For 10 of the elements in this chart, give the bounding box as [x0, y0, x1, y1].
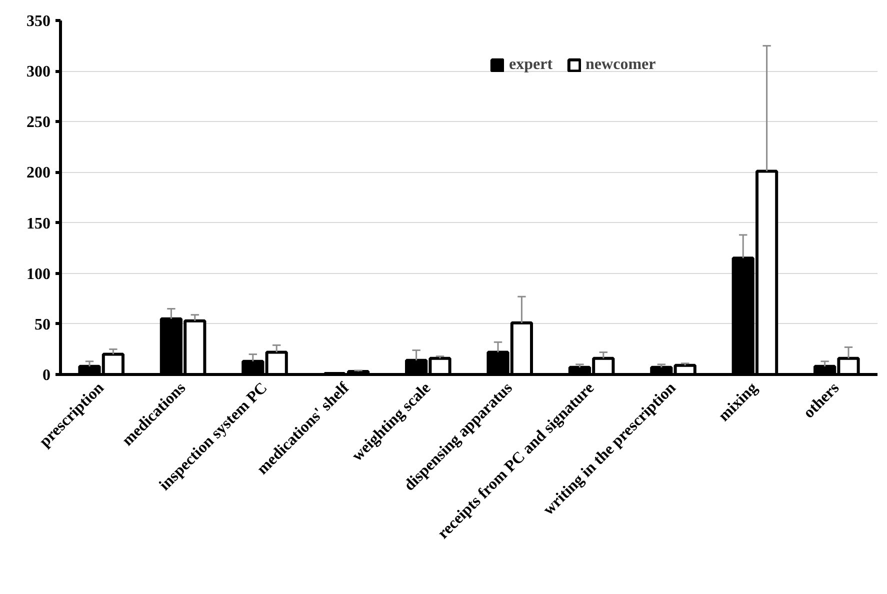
y-tick-label: 350 — [26, 13, 50, 30]
legend-label: newcomer — [586, 56, 656, 74]
y-tick-label: 250 — [26, 114, 50, 132]
y-tick-label: 50 — [34, 316, 50, 334]
y-tick-label: 300 — [26, 64, 50, 81]
legend-label: expert — [509, 56, 553, 74]
y-tick-label: 100 — [26, 266, 50, 283]
y-tick-label: 0 — [42, 367, 50, 384]
y-tick-label: 200 — [26, 164, 50, 182]
y-tick-label: 150 — [26, 215, 50, 232]
